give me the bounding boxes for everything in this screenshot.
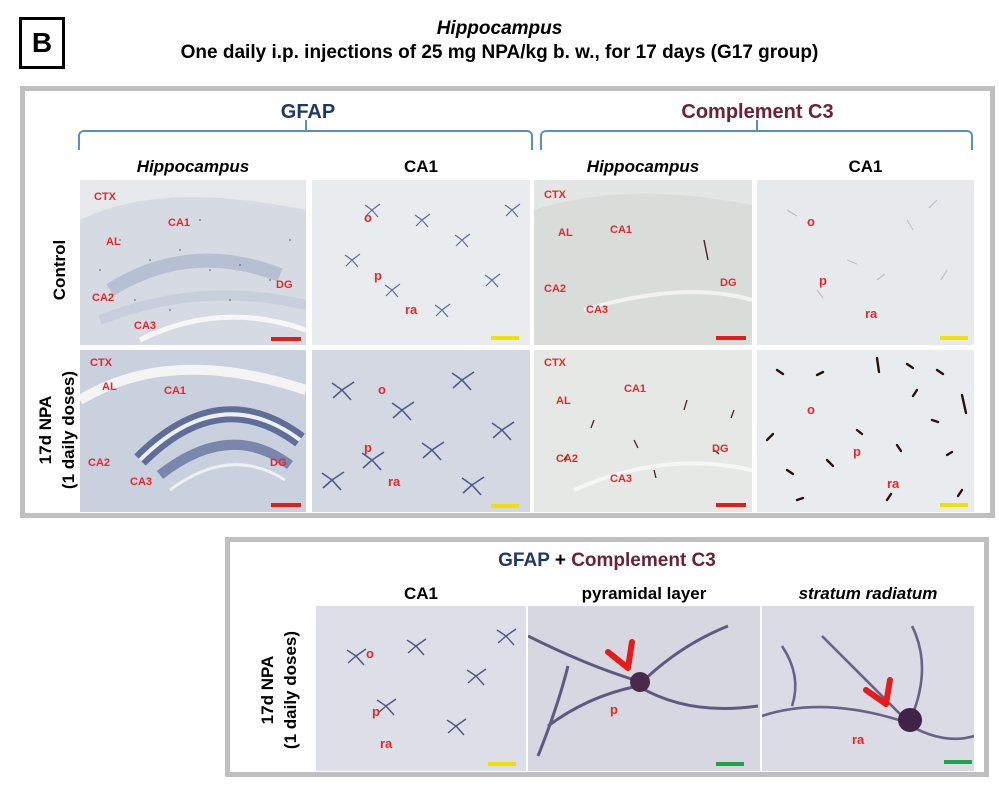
complement-c3-group-label: Complement C3 [681, 101, 834, 123]
label-al: AL [106, 236, 121, 248]
label-ca1: CA1 [610, 224, 633, 236]
bottom-col-head-ca1: CA1 [403, 584, 438, 603]
label-ra: ra [405, 302, 418, 317]
label-ra: ra [380, 736, 393, 751]
label-ca1: CA1 [164, 385, 187, 397]
row-label-control: Control [50, 239, 69, 301]
label-p: p [853, 444, 861, 459]
scale-bar [716, 762, 744, 766]
label-ctx: CTX [544, 189, 566, 201]
label-ca2: CA2 [556, 453, 579, 465]
scale-bar [716, 336, 746, 340]
micrograph-gfap-npa-ca1: o p ra [312, 350, 530, 512]
row-label-17d-npa: 17d NPA [36, 395, 55, 465]
gfap-bracket [78, 130, 533, 150]
gfap-bracket-tick [305, 120, 307, 132]
col-head-gfap-ca1: CA1 [403, 157, 438, 176]
label-al: AL [558, 227, 573, 239]
col-head-c3-hippocampus: Hippocampus [586, 157, 700, 176]
label-ra: ra [852, 732, 865, 747]
scale-bar [491, 336, 519, 340]
micrograph-merge-ca1: o p ra [316, 606, 526, 771]
gfap-group-label: GFAP [280, 101, 336, 123]
bottom-panel-title: GFAP + Complement C3 [225, 550, 989, 572]
label-ra: ra [887, 476, 900, 491]
bottom-title-plus: + [554, 550, 566, 571]
label-ra: ra [865, 306, 878, 321]
c3-bracket [540, 130, 973, 150]
label-ca3: CA3 [134, 320, 157, 332]
label-ca1: CA1 [624, 383, 647, 395]
micrograph-c3-control-hippocampus: CTX AL CA1 DG CA2 CA3 [534, 180, 752, 345]
scale-bar [271, 503, 301, 507]
label-al: AL [102, 381, 117, 393]
figure-title: One daily i.p. injections of 25 mg NPA/k… [180, 42, 819, 63]
label-dg: DG [276, 279, 293, 291]
scale-bar [491, 504, 519, 508]
label-p: p [364, 440, 372, 455]
scale-bar [488, 762, 516, 766]
label-ca2: CA2 [88, 457, 111, 469]
micrograph-gfap-control-ca1: o p ra [312, 180, 530, 345]
micrograph-c3-npa-hippocampus: CTX CA1 AL DG CA2 CA3 [534, 350, 752, 512]
label-o: o [366, 646, 374, 661]
micrograph-c3-control-ca1: o p ra [757, 180, 974, 345]
label-ca1: CA1 [168, 217, 191, 229]
figure-title-italic: Hippocampus [436, 18, 563, 39]
label-dg: DG [720, 277, 737, 289]
row-label-daily-doses: (1 daily doses) [59, 370, 78, 490]
scale-bar [271, 337, 301, 341]
col-head-c3-ca1: CA1 [848, 157, 883, 176]
c3-bracket-tick [756, 120, 758, 132]
label-p: p [372, 704, 380, 719]
label-ca3: CA3 [610, 473, 633, 485]
label-ca3: CA3 [586, 304, 609, 316]
micrograph-c3-npa-ca1: o p ra [757, 350, 974, 512]
label-ctx: CTX [544, 357, 566, 369]
bottom-title-gfap: GFAP [498, 550, 550, 571]
label-o: o [807, 402, 815, 417]
label-o: o [364, 210, 372, 225]
label-ca3: CA3 [130, 476, 153, 488]
micrograph-merge-pyramidal-layer: p [528, 606, 760, 771]
label-dg: DG [712, 443, 729, 455]
label-dg: DG [270, 457, 287, 469]
label-ra: ra [388, 474, 401, 489]
micrograph-gfap-npa-hippocampus: CTX AL CA1 DG CA2 CA3 [80, 350, 306, 512]
label-p: p [610, 702, 618, 717]
label-ctx: CTX [90, 357, 112, 369]
bottom-col-head-pyramidal: pyramidal layer [581, 584, 707, 603]
scale-bar [940, 503, 968, 507]
panel-letter: B [19, 17, 65, 69]
label-p: p [819, 273, 827, 288]
scale-bar [944, 760, 972, 764]
label-ca2: CA2 [92, 292, 115, 304]
scale-bar [716, 503, 746, 507]
micrograph-gfap-control-hippocampus: CTX CA1 AL DG CA2 CA3 [80, 180, 306, 345]
label-p: p [374, 268, 382, 283]
bottom-title-c3: Complement C3 [571, 550, 716, 571]
bottom-row-label-daily-doses: (1 daily doses) [281, 630, 300, 750]
label-o: o [807, 214, 815, 229]
bottom-row-label-17d-npa: 17d NPA [258, 655, 277, 725]
label-o: o [378, 382, 386, 397]
col-head-gfap-hippocampus: Hippocampus [136, 157, 250, 176]
label-ctx: CTX [94, 191, 116, 203]
micrograph-merge-stratum-radiatum: ra [762, 606, 974, 771]
scale-bar [940, 336, 968, 340]
bottom-col-head-stratum-radiatum: stratum radiatum [798, 584, 938, 603]
label-al: AL [556, 395, 571, 407]
label-ca2: CA2 [544, 283, 567, 295]
